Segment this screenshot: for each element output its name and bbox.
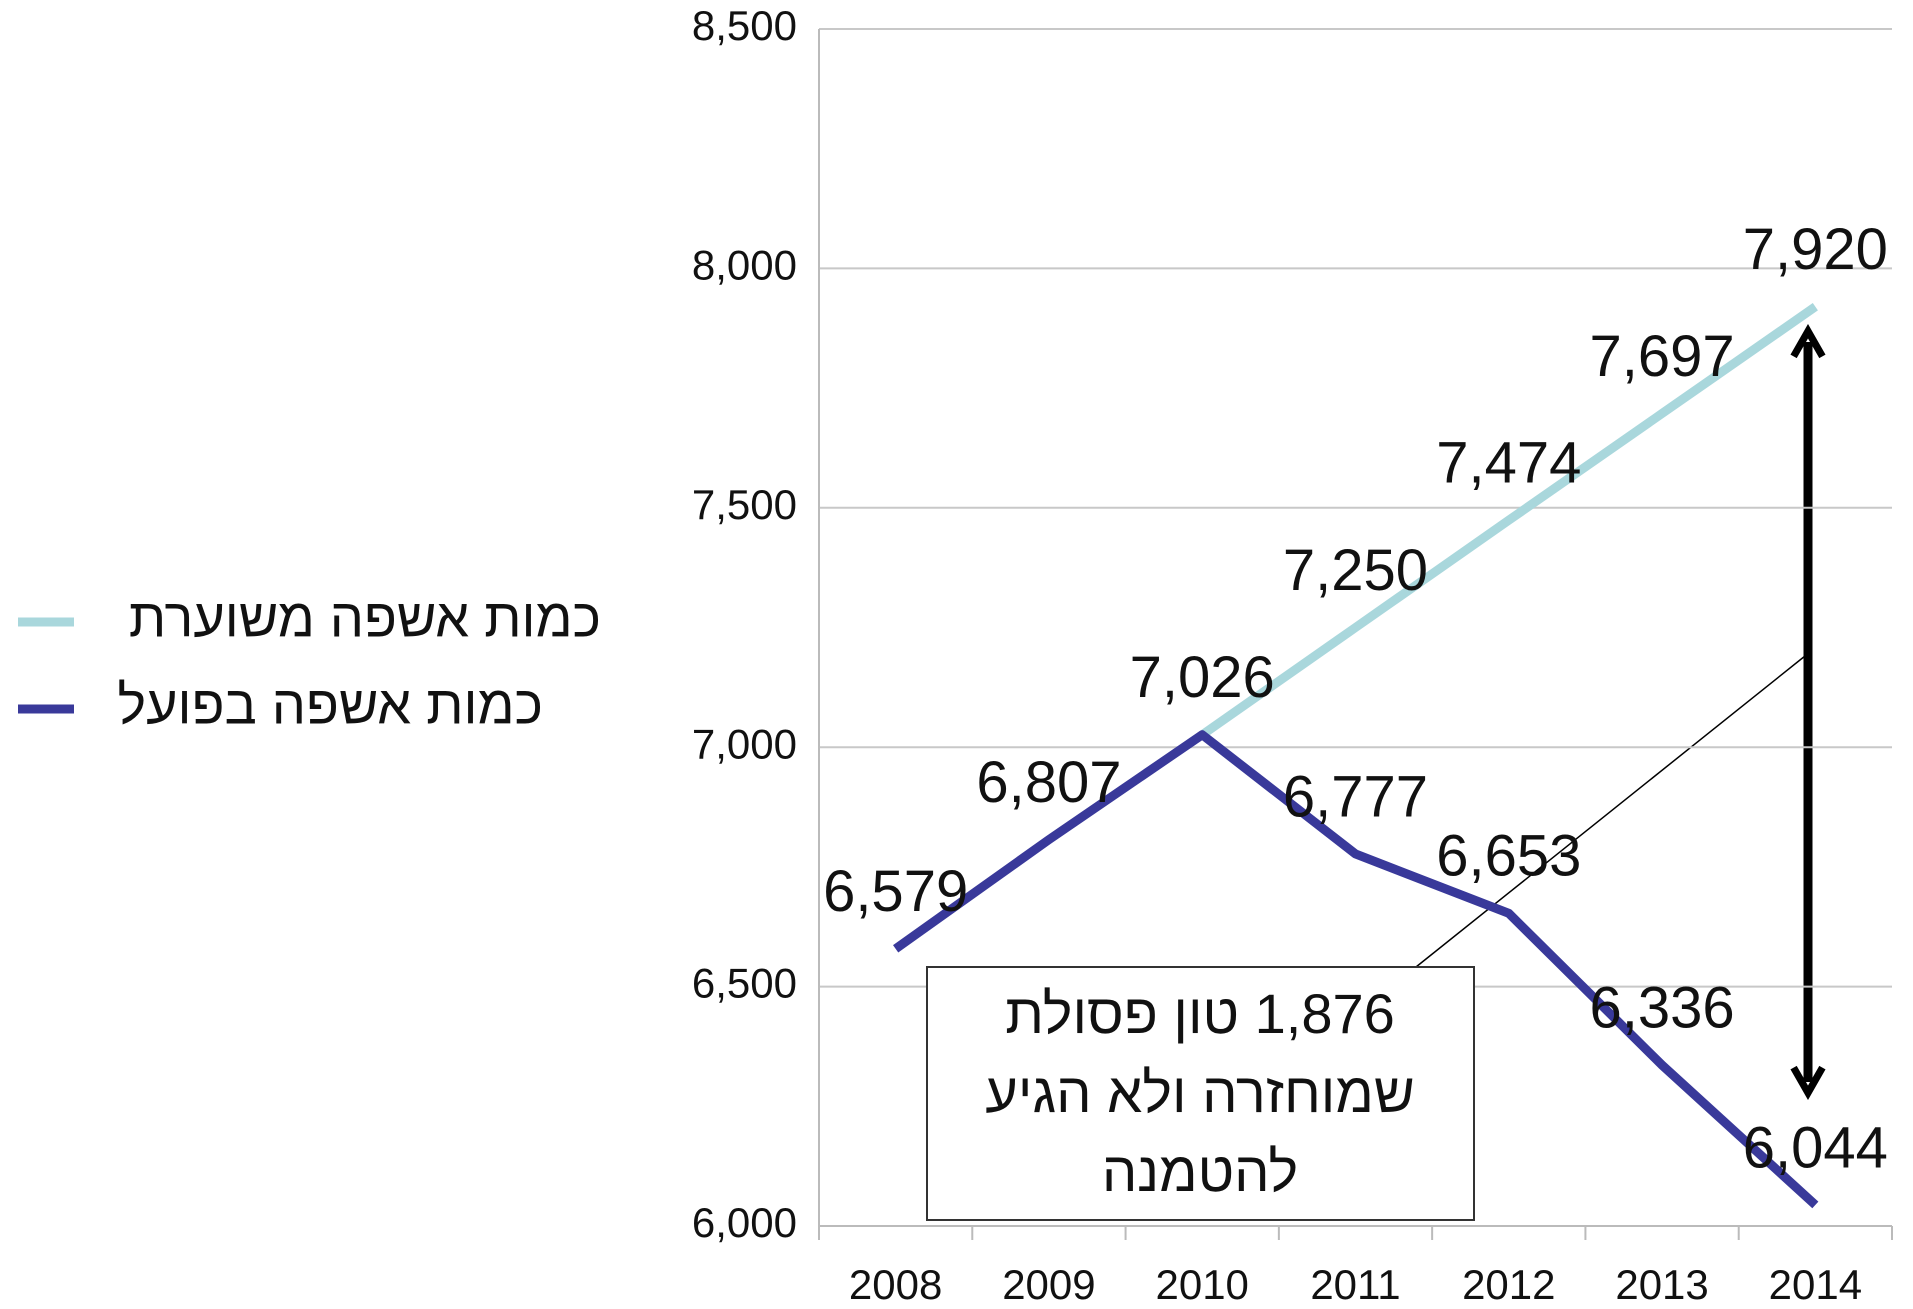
x-tick-label: 2010: [1155, 1261, 1248, 1308]
series-line: [1199, 303, 1818, 739]
annotation-box: [926, 966, 1475, 1221]
y-tick-label: 6,500: [692, 960, 797, 1007]
series-line: [893, 730, 1819, 1209]
annotation-text: שמוחזרה ולא הגיע: [985, 1061, 1414, 1124]
data-label: 7,697: [1589, 324, 1734, 389]
legend-label: כמות אשפה משוערת: [129, 588, 601, 648]
annotation-text: להטמנה: [1102, 1140, 1298, 1203]
y-tick-label: 6,000: [692, 1199, 797, 1246]
data-label: 6,777: [1283, 764, 1428, 829]
x-tick-label: 2013: [1615, 1261, 1708, 1308]
data-label: 6,044: [1743, 1115, 1888, 1180]
data-label: 7,026: [1130, 645, 1275, 710]
y-tick-label: 8,000: [692, 241, 797, 288]
x-tick-label: 2009: [1002, 1261, 1095, 1308]
y-tick-label: 7,500: [692, 481, 797, 528]
data-label: 6,807: [976, 750, 1121, 815]
x-tick-label: 2008: [849, 1261, 942, 1308]
y-tick-label: 8,500: [692, 2, 797, 49]
leader-line: [1415, 655, 1806, 968]
data-label: 7,474: [1436, 431, 1581, 496]
data-label: 7,920: [1743, 217, 1888, 282]
data-label: 6,653: [1436, 824, 1581, 889]
x-tick-label: 2012: [1462, 1261, 1555, 1308]
data-label: 7,250: [1283, 538, 1428, 603]
annotation-text: 1,876 טון פסולת: [1005, 982, 1395, 1045]
legend-label: כמות אשפה בפועל: [118, 675, 544, 735]
data-label: 6,336: [1589, 975, 1734, 1040]
x-tick-label: 2014: [1769, 1261, 1862, 1308]
data-label: 6,579: [823, 859, 968, 924]
y-tick-label: 7,000: [692, 720, 797, 767]
x-tick-label: 2011: [1310, 1261, 1400, 1308]
